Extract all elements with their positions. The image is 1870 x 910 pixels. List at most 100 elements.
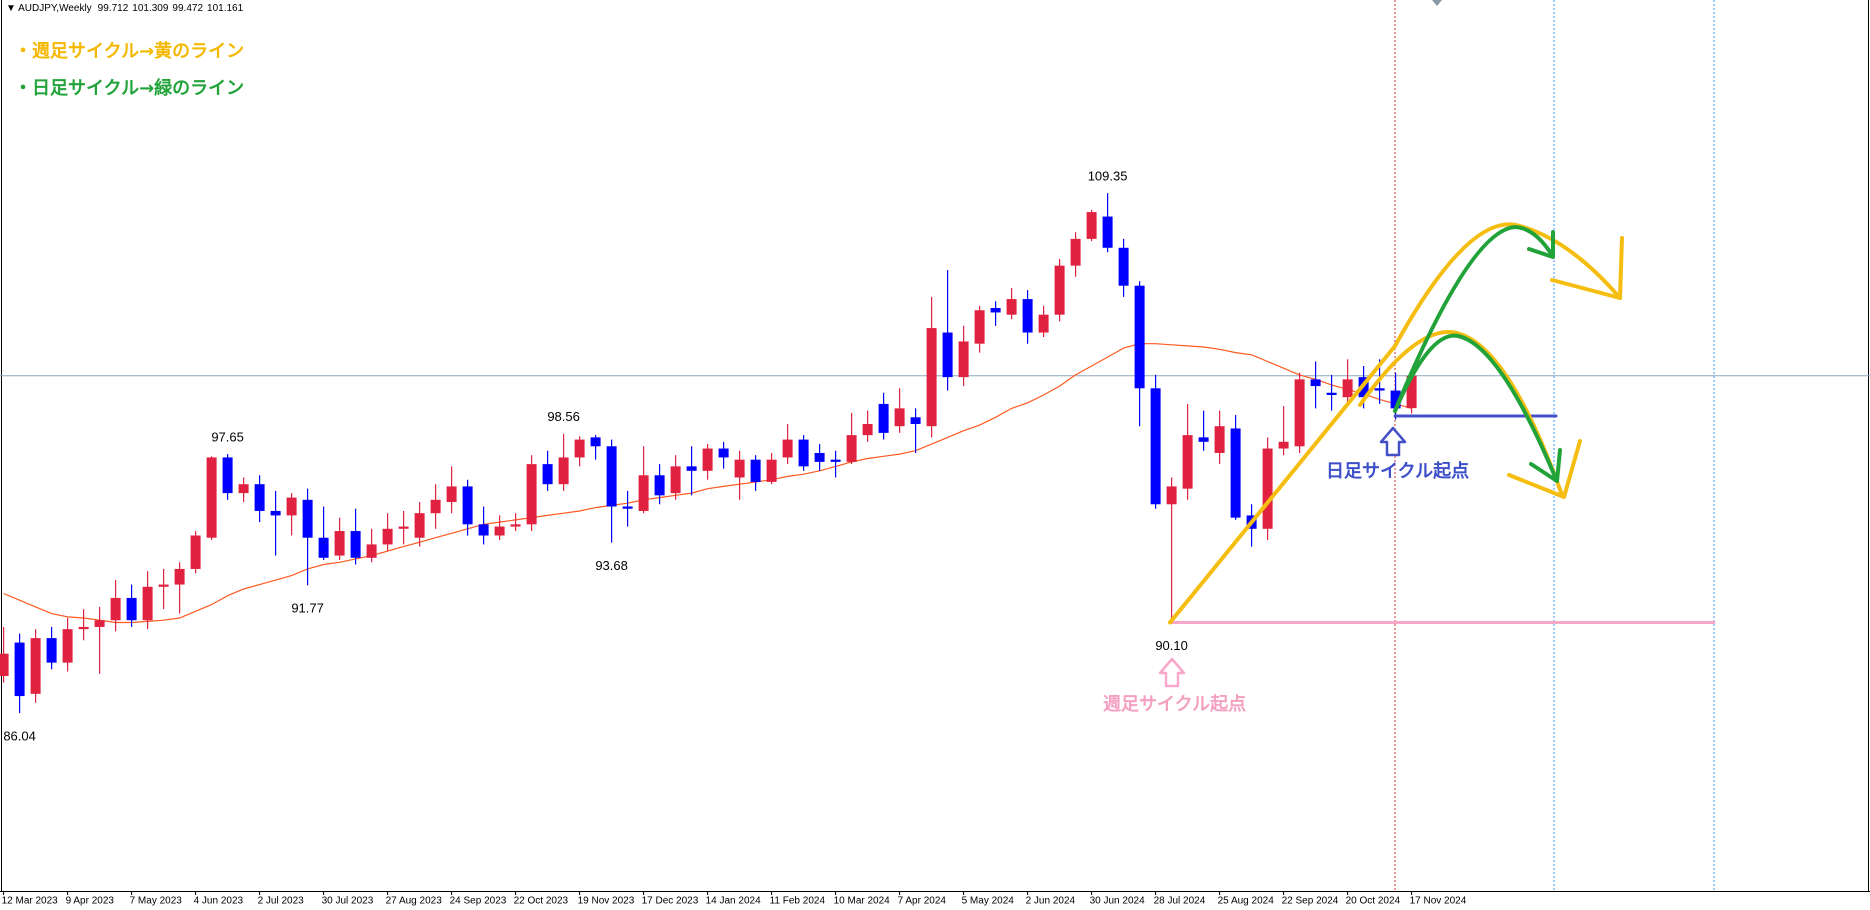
high-label: 109.35	[1088, 169, 1128, 184]
x-tick-label: 14 Jan 2024	[706, 896, 761, 907]
x-tick-label: 22 Sep 2024	[1282, 896, 1339, 907]
weekly-cycle-arrowhead	[1550, 236, 1624, 300]
candle-body	[590, 437, 601, 447]
candle-body	[1310, 379, 1321, 387]
candle-body	[46, 638, 57, 663]
candle-body	[110, 597, 121, 621]
moving-average	[3, 343, 1412, 624]
candle-body	[126, 597, 137, 621]
candle-body	[750, 459, 761, 482]
candle-body	[830, 459, 841, 462]
candle-body	[366, 544, 377, 558]
x-tick-label: 19 Nov 2023	[578, 896, 635, 907]
candle-body	[270, 510, 281, 516]
candle-body	[1038, 314, 1049, 333]
candle-body	[494, 526, 505, 536]
candle-body	[1182, 435, 1193, 489]
low-label: 91.77	[291, 601, 324, 616]
daily-start-arrow	[1379, 426, 1407, 457]
x-tick-label: 10 Mar 2024	[834, 896, 891, 907]
candle-body	[910, 417, 921, 424]
candle-body	[558, 457, 569, 485]
candle-body	[1262, 448, 1273, 529]
x-tick-label: 28 Jul 2024	[1154, 896, 1206, 907]
symbol: AUDJPY,Weekly	[18, 3, 92, 14]
x-tick-label: 9 Apr 2023	[66, 896, 115, 907]
x-tick-label: 7 May 2023	[130, 896, 183, 907]
x-tick-label: 22 Oct 2023	[514, 896, 569, 907]
candle-body	[430, 499, 441, 514]
candle-body	[1230, 428, 1241, 518]
last-high: 101.309	[132, 3, 169, 14]
candle-body	[462, 486, 473, 525]
last-close: 101.161	[207, 3, 244, 14]
x-tick-label: 27 Aug 2023	[386, 896, 443, 907]
candle-body	[718, 448, 729, 458]
candle-body	[782, 439, 793, 458]
x-tick-label: 20 Oct 2024	[1346, 896, 1401, 907]
candle-body	[702, 448, 713, 471]
candle-body	[1150, 388, 1161, 505]
candle-body	[926, 328, 937, 427]
candle-body	[78, 626, 89, 630]
x-tick-label: 24 Sep 2023	[450, 896, 507, 907]
candle-body	[974, 310, 985, 344]
candle-body	[398, 526, 409, 529]
x-tick-label: 5 May 2024	[962, 896, 1015, 907]
low-label: 93.68	[595, 558, 628, 573]
weekly-cycle-curve	[1168, 222, 1622, 625]
candle-body	[654, 475, 665, 496]
candle-body	[174, 568, 185, 585]
candle-body	[222, 457, 233, 494]
candle-body	[1022, 299, 1033, 333]
candle-body	[814, 452, 825, 462]
x-tick-label: 30 Jun 2024	[1090, 896, 1145, 907]
candle-body	[1342, 379, 1353, 398]
candle-body	[190, 535, 201, 569]
candle-body	[1006, 299, 1017, 315]
candle-body	[1406, 375, 1417, 409]
candle-body	[1214, 426, 1225, 453]
candle-body	[94, 620, 105, 627]
candle-body	[414, 513, 425, 538]
x-tick-label: 2 Jul 2023	[258, 896, 305, 907]
candle-body	[878, 403, 889, 433]
candle-body	[206, 457, 217, 538]
candle-body	[238, 484, 249, 494]
last-low: 99.472	[172, 3, 203, 14]
candle-body	[574, 439, 585, 458]
candle-body	[478, 524, 489, 536]
candle-body	[350, 531, 361, 558]
x-tick-label: 2 Jun 2024	[1026, 896, 1076, 907]
candle-body	[302, 499, 313, 538]
x-tick-label: 12 Mar 2023	[2, 896, 59, 907]
candle-body	[990, 308, 1001, 313]
candle-body	[526, 464, 537, 525]
candle-body	[1070, 238, 1081, 266]
candle-body	[1294, 379, 1305, 447]
candle-body	[798, 439, 809, 467]
x-tick-label: 4 Jun 2023	[194, 896, 244, 907]
candle-body	[446, 486, 457, 503]
x-tick-label: 25 Aug 2024	[1218, 896, 1275, 907]
x-tick-label: 30 Jul 2023	[322, 896, 374, 907]
candle-body	[0, 653, 9, 677]
candle-body	[1198, 437, 1209, 442]
note-weekly: ・週足サイクル→黄のライン	[14, 40, 244, 62]
weekly-start-arrow	[1158, 657, 1186, 688]
price-layer: 12 Mar 2023 9 Apr 2023 7 May 2023 4 Jun 202…	[0, 169, 1870, 907]
candle-body	[1326, 392, 1337, 395]
candle-body	[622, 506, 633, 509]
x-tick-label: 17 Dec 2023	[642, 896, 699, 907]
candle-body	[862, 423, 873, 436]
candle-body	[14, 642, 25, 697]
x-tick-label: 7 Apr 2024	[898, 896, 947, 907]
candle-body	[638, 475, 649, 511]
drawings	[1158, 222, 1716, 688]
low-label: 86.04	[3, 728, 36, 743]
candle-body	[1086, 212, 1097, 239]
x-tick-label: 11 Feb 2024	[770, 896, 826, 907]
